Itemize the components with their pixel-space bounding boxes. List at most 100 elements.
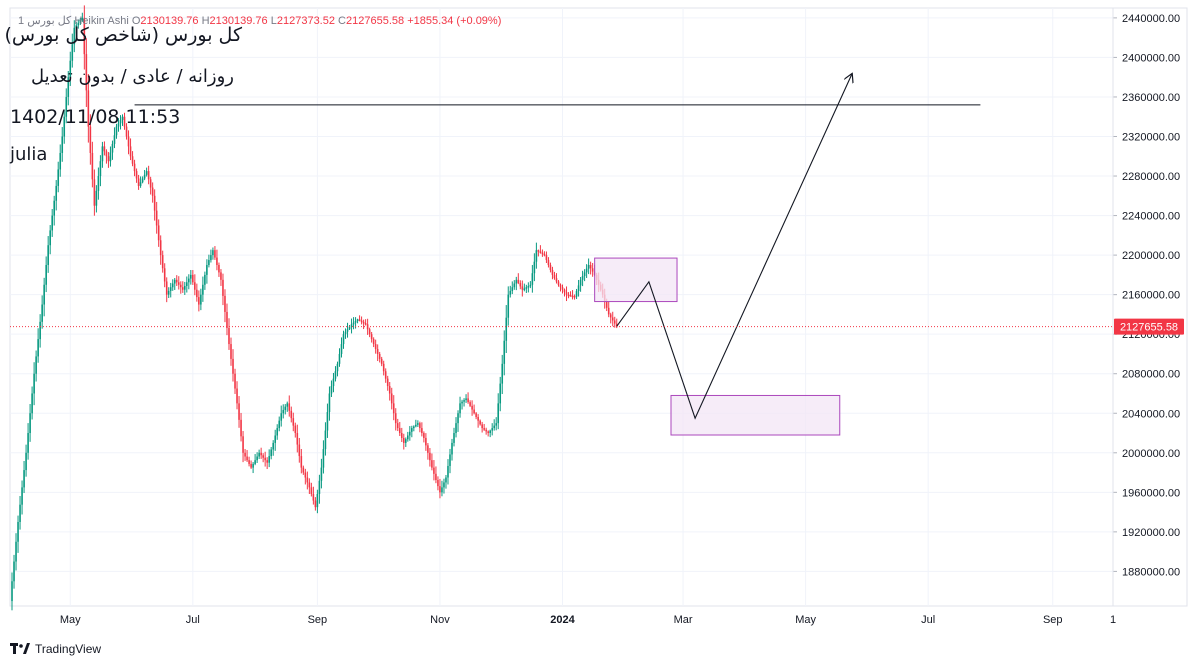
candle-body [278,420,281,429]
candle-body [222,279,224,296]
change-value: +1855.34 (+0.09%) [407,15,502,27]
candle-body [515,279,518,284]
candle-body [276,428,279,436]
candle-body [392,403,395,414]
symbol-label: 1 کل بورس Heikin Ashi [18,15,129,27]
candle-body [611,317,614,321]
candle-body [115,126,118,136]
candle-body [481,424,483,429]
candle-body [547,260,550,265]
candle-body [499,383,502,404]
candle-body [503,340,506,364]
candle-body [71,44,74,61]
candle-body [330,386,333,394]
candle-body [559,284,562,288]
x-tick-label: May [795,614,816,626]
candle-body [119,120,122,124]
candle-body [396,423,399,429]
candle-body [555,278,558,282]
candle-body [322,449,325,468]
candle-body [133,163,136,172]
candle-body [139,182,142,186]
tradingview-footer[interactable]: TradingView [10,642,101,656]
candle-body [298,444,301,457]
candle-body [39,321,41,340]
x-tick-label: Nov [430,614,450,626]
candle-body [605,301,608,308]
candle-body [159,240,162,256]
candle-body [129,146,132,157]
candle-body [41,304,43,322]
candle-body [471,405,473,410]
candle-body [286,403,289,407]
candle-body [125,126,128,137]
candle-body [11,581,13,602]
candle-body [489,430,491,434]
candle-body [308,482,311,488]
candle-body [348,326,351,330]
candle-body [131,156,134,164]
candle-body [549,264,552,270]
candle-body [380,358,383,364]
candle-body [356,319,359,322]
candle-body [507,294,510,318]
candle-body [161,255,164,269]
candle-body [423,433,425,438]
candle-body [33,373,35,394]
candle-body [89,126,92,153]
candle-body [254,460,256,464]
candle-body [75,25,78,28]
candle-body [413,426,415,429]
tradingview-brand: TradingView [35,642,102,656]
candle-body [230,344,232,359]
candle-body [505,317,508,341]
candle-body [447,465,449,478]
candle-body [226,311,228,329]
candle-body [384,371,387,379]
candle-body [85,54,88,91]
candle-body [105,151,108,157]
candle-body [284,406,287,410]
candle-body [135,171,138,179]
candle-body [362,321,365,324]
candle-body [228,328,230,345]
candle-body [491,428,493,431]
candle-body [551,269,554,275]
candle-body [93,179,96,206]
candle-body [21,487,23,505]
candle-body [212,250,214,256]
candle-body [204,274,206,285]
candle-body [372,339,375,345]
candle-body [290,410,293,419]
candle-body [334,371,337,379]
candle-body [517,279,520,284]
candle-body [563,289,566,293]
candle-body [585,268,588,273]
candle-body [236,388,238,404]
candle-body [306,477,309,483]
candle-body [579,279,582,286]
candle-body [545,255,548,261]
candle-body [581,276,584,280]
candle-body [473,409,475,414]
candle-body [419,423,421,429]
candle-body [531,273,534,285]
candle-body [248,460,250,464]
x-tick-label: May [60,614,81,626]
candle-body [175,279,178,283]
candle-body [252,463,254,468]
low-value: 2127373.52 [276,15,335,27]
candle-body [429,452,431,461]
candle-body [346,329,349,332]
supply-zone-box [594,257,678,303]
candle-body [583,272,586,277]
chart-timestamp: 1402/11/08 11:53 [10,106,181,128]
candle-body [449,454,451,466]
candle-body [575,291,578,297]
candle-body [415,424,417,427]
candle-body [47,245,49,265]
candle-body [487,431,489,434]
chart-author: julia [10,144,48,165]
candle-body [256,456,258,461]
